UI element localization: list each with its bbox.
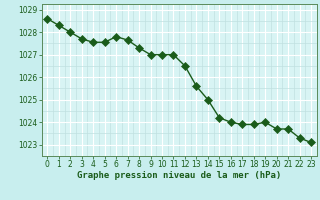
X-axis label: Graphe pression niveau de la mer (hPa): Graphe pression niveau de la mer (hPa) <box>77 171 281 180</box>
